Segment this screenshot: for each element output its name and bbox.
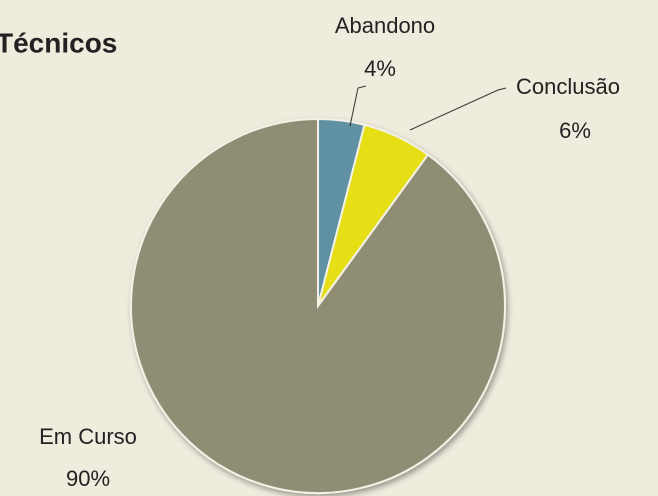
leader-line xyxy=(409,87,507,131)
slice-value-label: 90% xyxy=(66,466,110,491)
leader-line xyxy=(349,85,367,127)
slice-label: Abandono xyxy=(335,13,435,38)
chart-title: Técnicos xyxy=(0,27,117,58)
slice-label: Em Curso xyxy=(39,424,137,449)
slice-value-label: 4% xyxy=(364,56,396,81)
pie xyxy=(130,117,506,494)
pie-slice xyxy=(130,117,506,494)
slice-value-label: 6% xyxy=(559,118,591,143)
slice-label: Conclusão xyxy=(516,74,620,99)
